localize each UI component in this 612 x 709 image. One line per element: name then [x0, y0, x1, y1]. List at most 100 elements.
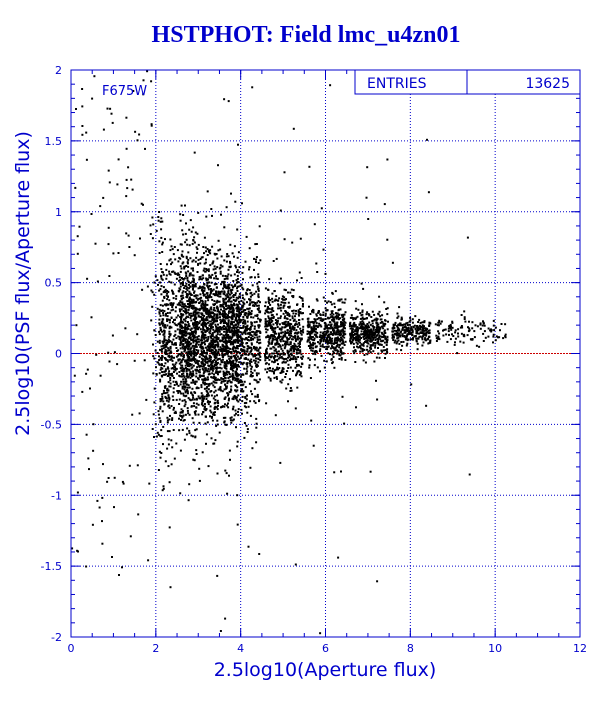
- data-point: [193, 459, 196, 462]
- data-point: [254, 243, 257, 246]
- data-point: [291, 241, 294, 244]
- data-point: [295, 373, 298, 376]
- data-point: [161, 371, 164, 373]
- data-point: [205, 352, 208, 355]
- data-point: [283, 353, 286, 356]
- data-point: [229, 262, 232, 265]
- data-point: [218, 431, 221, 434]
- data-point: [291, 310, 294, 312]
- data-point: [219, 348, 222, 351]
- data-point: [230, 352, 233, 355]
- data-point: [222, 310, 225, 313]
- data-point: [360, 324, 363, 327]
- data-point: [255, 333, 258, 336]
- data-point: [174, 272, 177, 275]
- data-point: [162, 271, 164, 274]
- data-point: [367, 342, 370, 345]
- data-point: [169, 273, 172, 276]
- data-point: [275, 332, 278, 335]
- data-point: [283, 288, 286, 291]
- data-point: [169, 345, 172, 348]
- data-point: [248, 382, 251, 385]
- data-point: [230, 274, 233, 277]
- data-point: [363, 354, 366, 356]
- data-point: [209, 249, 212, 252]
- data-point: [206, 421, 209, 424]
- data-point: [160, 399, 163, 402]
- data-point: [161, 243, 164, 246]
- data-point: [257, 262, 260, 264]
- data-point: [164, 291, 167, 294]
- data-point: [331, 310, 334, 313]
- data-point: [215, 424, 218, 427]
- data-point: [186, 279, 189, 282]
- data-point: [256, 338, 259, 341]
- data-point: [178, 329, 181, 332]
- data-point: [223, 319, 226, 322]
- data-point: [274, 359, 276, 362]
- data-point: [249, 325, 252, 328]
- data-point: [172, 321, 174, 324]
- data-point: [406, 321, 409, 324]
- data-point: [181, 373, 183, 376]
- data-point: [207, 394, 210, 397]
- data-point: [200, 289, 203, 292]
- data-point: [158, 211, 161, 213]
- data-point: [209, 415, 211, 418]
- data-point: [165, 303, 168, 306]
- data-point: [257, 330, 260, 333]
- data-point: [299, 327, 302, 330]
- data-point: [182, 305, 185, 308]
- data-point: [281, 361, 284, 364]
- data-point: [374, 346, 377, 349]
- data-point: [288, 306, 291, 309]
- data-point: [171, 359, 174, 362]
- data-point: [225, 336, 228, 339]
- data-point: [222, 375, 225, 378]
- data-point: [340, 470, 342, 473]
- data-point: [290, 288, 293, 291]
- data-point: [249, 299, 252, 302]
- data-point: [337, 329, 340, 332]
- data-point: [165, 341, 168, 344]
- data-point: [366, 353, 369, 356]
- data-point: [319, 340, 322, 343]
- data-point: [336, 316, 339, 319]
- data-point: [219, 272, 222, 275]
- data-point: [294, 340, 297, 342]
- data-point: [371, 339, 373, 342]
- data-point: [197, 211, 200, 214]
- data-point: [231, 288, 234, 291]
- data-point: [377, 332, 380, 335]
- data-point: [314, 327, 317, 330]
- data-point: [401, 324, 404, 327]
- data-point: [340, 298, 343, 301]
- data-point: [256, 301, 259, 304]
- data-point: [205, 296, 208, 299]
- data-point: [235, 368, 238, 371]
- data-point: [202, 319, 205, 322]
- data-point: [292, 358, 295, 361]
- data-point: [212, 268, 215, 271]
- data-point: [230, 366, 233, 369]
- data-point: [279, 303, 282, 306]
- data-point: [396, 329, 399, 332]
- data-point: [227, 329, 229, 332]
- data-point: [193, 241, 196, 244]
- data-point: [221, 265, 224, 268]
- data-point: [241, 294, 244, 297]
- data-point: [159, 380, 162, 383]
- data-point: [423, 327, 425, 330]
- data-point: [181, 339, 184, 342]
- data-point: [178, 308, 181, 311]
- data-point: [185, 341, 188, 344]
- data-point: [226, 253, 229, 255]
- data-point: [184, 232, 187, 235]
- data-point: [225, 472, 228, 475]
- data-point: [179, 288, 182, 291]
- data-point: [194, 435, 197, 438]
- data-point: [166, 298, 169, 301]
- data-point: [198, 309, 201, 312]
- data-point: [216, 472, 219, 475]
- data-point: [235, 353, 238, 356]
